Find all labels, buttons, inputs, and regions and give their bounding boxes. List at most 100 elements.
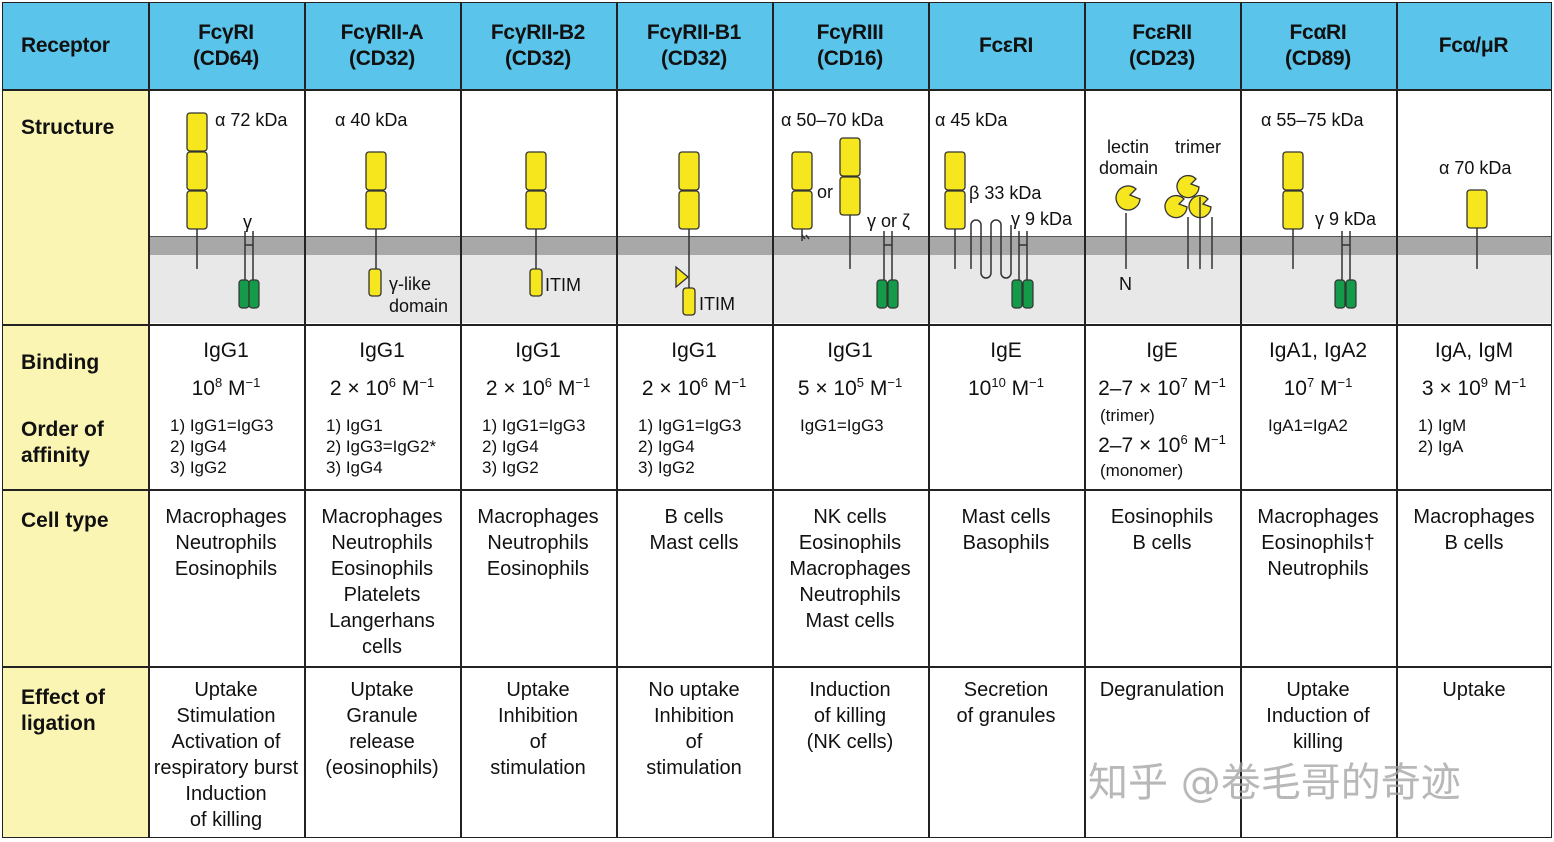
cell-type-item: Basophils [962,532,1050,554]
binding-ligand: IgG1 [515,339,561,362]
effect-list: Secretion of granules [928,677,1084,729]
affinity-order: 1) IgG1=IgG3 2) IgG4 3) IgG2 [170,415,273,478]
cell-type-item: B cells [1132,532,1192,554]
affinity-order-item: 2) IgG3=IgG2* [326,437,437,456]
row-label-binding: Binding [21,351,100,374]
cell-type-item: Neutrophils [487,532,589,554]
effect-item: of killing [813,705,887,727]
affinity-order-item: 3) IgG2 [638,458,695,477]
affinity-order-item: 2) IgG4 [638,437,695,456]
cell-type-item: B cells [664,506,724,528]
affinity-order: IgG1=IgG3 [800,415,884,436]
receptor-name: FcεRI [979,34,1033,57]
cell-type-item: Neutrophils [799,584,901,606]
effect-list: Induction of killing (NK cells) [772,677,928,755]
fcgri-alpha-label: α 72 kDa [215,110,288,130]
fcamur-alpha-label: α 70 kDa [1439,158,1512,178]
affinity-order-item: 1) IgG1=IgG3 [638,416,742,435]
effect-list: Uptake Stimulation Activation of respirator… [148,677,304,833]
header-fcamur: Fcα/μR [1396,3,1551,89]
affinity-unit-exponent: −1 [887,375,903,390]
effect-item: of granules [956,705,1056,727]
effect-item: Induction of [1266,705,1370,727]
grid-line [304,3,306,837]
cell-type-list: Macrophages Neutrophils Eosinophils [148,504,304,582]
fcari-alpha-label: α 55–75 kDa [1261,110,1364,130]
binding-affinity: 2 × 106 M−1 [329,375,435,400]
affinity-exponent: 8 [214,375,223,390]
binding-note: (monomer) [1100,461,1184,480]
grid-line [3,89,1551,91]
effect-list: Degranulation [1084,677,1240,703]
effect-item: of [685,731,703,753]
fcgriii-gamma-label: γ or ζ [867,211,910,231]
cell-type-item: Mast cells [649,532,739,554]
affinity-unit-exponent: −1 [419,375,435,390]
cell-type-item: Macrophages [789,558,911,580]
cell-type-item: Mast cells [805,610,895,632]
fcari-gamma-label: γ 9 kDa [1315,209,1377,229]
affinity-order-item: IgG1=IgG3 [800,416,884,435]
binding-ligand: IgG1 [827,339,873,362]
cell-type-item: Macrophages [321,506,443,528]
grid-line [3,324,1551,326]
fcgri-gamma-chain [238,231,260,309]
affinity-exponent: 10 [991,375,1006,390]
cell-type-item: Macrophages [1413,506,1535,528]
affinity-unit-exponent: −1 [731,375,747,390]
effect-item: stimulation [490,757,586,779]
cell-type-item: cells [361,636,402,658]
fcgriia-chain [365,151,387,297]
affinity-exponent: 6 [388,375,397,390]
row-label-cell-type: Cell type [21,509,109,532]
cell-type-list: Mast cells Basophils [928,504,1084,556]
row-label-structure: Structure [21,116,115,139]
effect-item: respiratory burst [153,757,299,779]
header-fceriI: FcεRII (CD23) [1084,3,1240,89]
cell-type-item: Neutrophils [331,532,433,554]
affinity-unit-exponent: −1 [1337,375,1353,390]
effect-item: Secretion [963,679,1049,701]
header-fcgriib2: FcγRII-B2 (CD32) [460,3,616,89]
cell-type-item: Platelets [343,584,421,606]
cell-type-item: Macrophages [1257,506,1379,528]
affinity-exponent: 9 [1480,375,1489,390]
watermark: 知乎 @卷毛哥的奇迹 [1088,760,1461,806]
affinity-exponent: 7 [1180,375,1188,390]
grid-line [928,3,930,837]
effect-list: Uptake [1396,677,1552,703]
binding-ligand: IgE [1146,339,1178,362]
grid-line [460,3,462,837]
affinity-order-item: 2) IgA [1418,437,1464,456]
cell-type-list: NK cells Eosinophils Macrophages Neutrophil… [772,504,928,634]
row-label-order-1: Order of [21,418,104,441]
cell-type-item: Langerhans [329,610,435,632]
binding-affinity: 2 × 106 M−1 [641,375,747,400]
effect-item: Activation of [171,731,281,753]
cell-type-item: Eosinophils [1110,506,1214,528]
affinity-order-item: 1) IgG1=IgG3 [170,416,274,435]
affinity-order-item: 1) IgG1 [326,416,383,435]
fcgriia-glike-label-2: domain [389,296,449,316]
fcgriib2-chain [525,151,547,297]
receptor-name: FcγRII-A [340,21,424,44]
fceri-gamma-label: γ 9 kDa [1011,209,1073,229]
cell-type-list: Macrophages Neutrophils Eosinophils [460,504,616,582]
receptor-cd: (CD32) [505,47,571,70]
fceri2-chains [1115,174,1213,269]
header-fcgriib1: FcγRII-B1 (CD32) [616,3,772,89]
fcari-chains [1282,151,1357,309]
effect-item: Induction [185,783,267,805]
binding-affinity-2: 2–7 × 106 M−1 [1098,432,1226,457]
fceri-chains [944,151,1034,309]
fceri-beta-label: β 33 kDa [969,183,1042,203]
header-fcari: FcαRI (CD89) [1240,3,1396,89]
grid-line [1240,3,1242,837]
binding-affinity: 2 × 106 M−1 [485,375,591,400]
structure-diagrams: .dom{fill:#f5e61e;stroke:#333;stroke-wid… [186,112,1488,316]
affinity-unit-exponent: −1 [1211,375,1226,390]
effect-item: of [529,731,547,753]
row-label-order-2: affinity [21,444,90,467]
effect-item: Stimulation [176,705,276,727]
